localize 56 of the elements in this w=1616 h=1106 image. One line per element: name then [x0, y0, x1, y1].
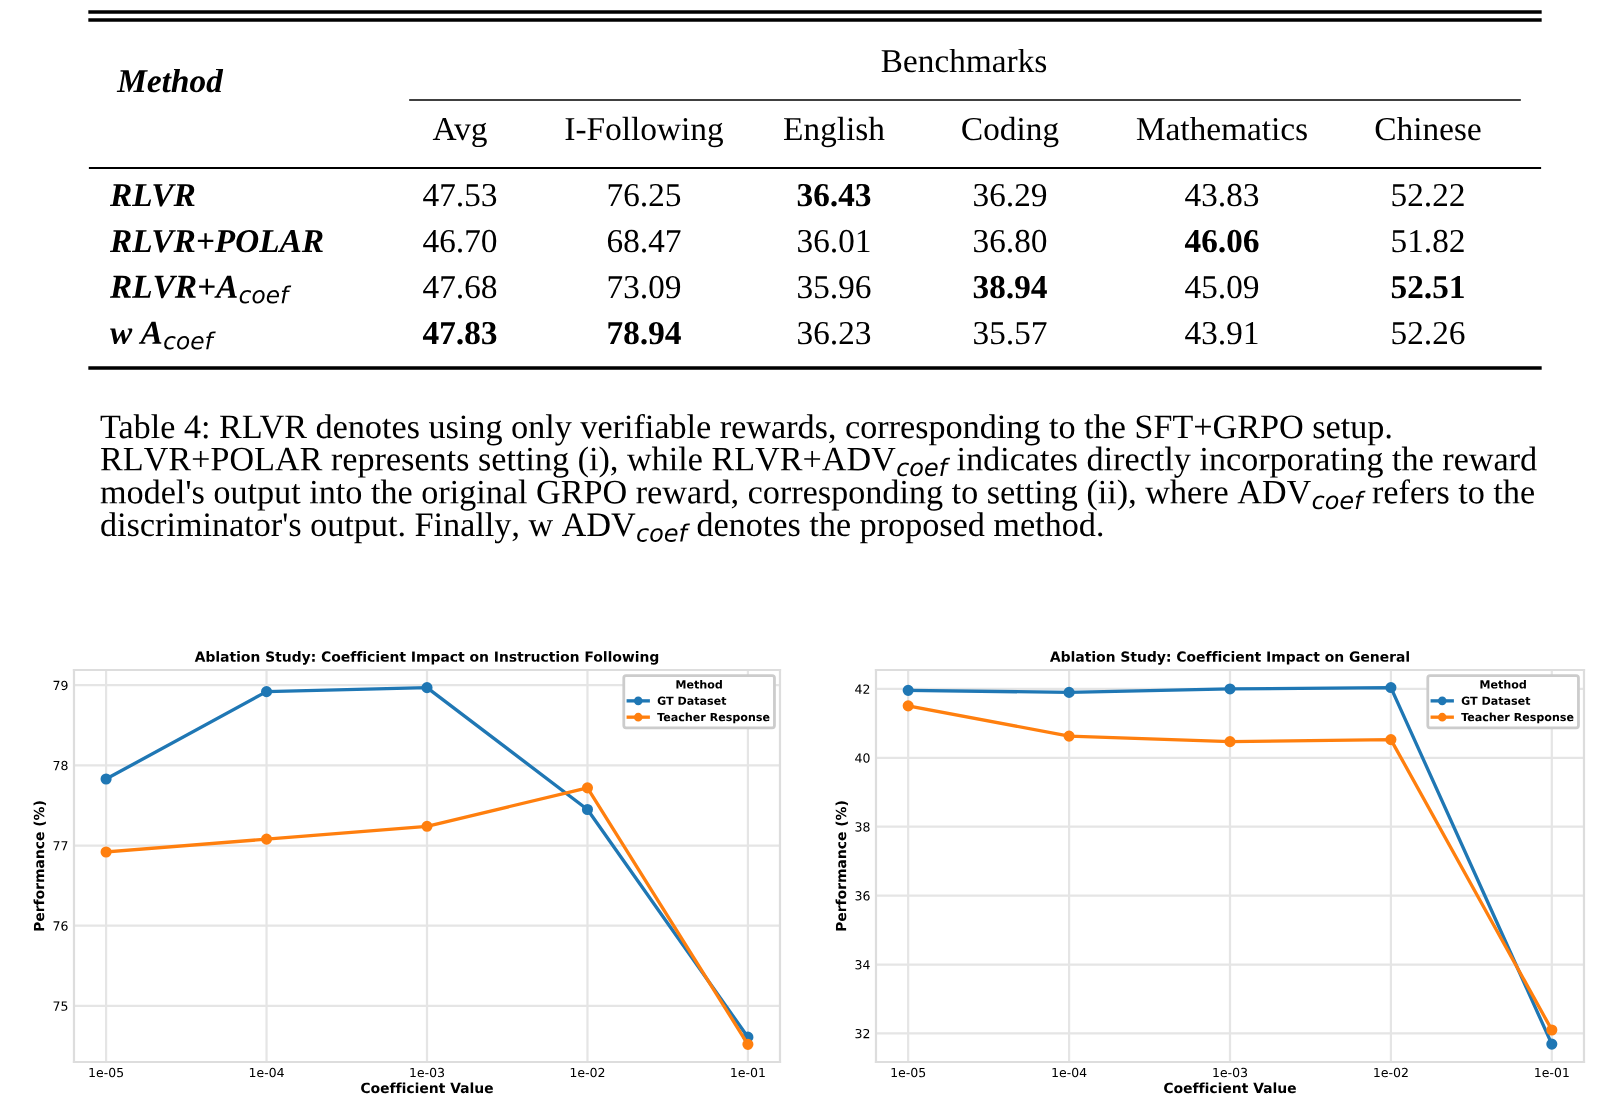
- category-label: w A$_{coef}$: [110, 321, 216, 350]
- text: 47.68: [423, 275, 497, 299]
- point: [100, 846, 112, 858]
- text: 68.47: [607, 229, 681, 253]
- point: [100, 773, 112, 785]
- point: [1063, 686, 1075, 698]
- text: Method: [116, 68, 224, 93]
- text: 43.91: [1185, 321, 1258, 345]
- point: [1546, 1038, 1558, 1050]
- category-label: English: [784, 116, 885, 148]
- category-label: RLVR+POLAR: [109, 229, 323, 253]
- point: [1224, 683, 1236, 695]
- text: 47.53: [423, 183, 497, 207]
- text: 45.09: [1185, 275, 1259, 299]
- text: 52.22: [1392, 183, 1464, 207]
- text: 73.09: [608, 275, 681, 299]
- text: 46.70: [423, 229, 497, 253]
- text: 47.83: [422, 321, 497, 345]
- point: [421, 820, 433, 832]
- text: 35.96: [798, 275, 871, 299]
- category-label: RLVR: [109, 184, 195, 207]
- text: 52.26: [1392, 321, 1465, 345]
- point: [1385, 682, 1397, 694]
- category-label: RLVR+A$_{coef}$: [109, 275, 292, 304]
- point: [421, 682, 433, 694]
- text: 76.25: [608, 183, 681, 207]
- text: 36.23: [798, 321, 871, 345]
- text: Benchmarks: [881, 48, 1047, 73]
- text: 51.82: [1392, 229, 1464, 253]
- point: [1546, 1024, 1558, 1036]
- text: 36.01: [798, 229, 870, 253]
- point: [742, 1038, 754, 1050]
- point: [260, 686, 273, 698]
- point: [260, 833, 273, 845]
- category-label: Avg: [432, 117, 487, 148]
- text: 36.43: [797, 183, 871, 207]
- text: 43.83: [1185, 183, 1259, 207]
- text: 78.94: [608, 321, 681, 345]
- category-label: Mathematics: [1136, 116, 1307, 141]
- text: 36.80: [974, 229, 1047, 253]
- category-label: Coding: [962, 116, 1059, 148]
- point: [902, 700, 914, 712]
- point: [1063, 730, 1075, 742]
- text: 46.06: [1184, 229, 1259, 253]
- point: [1385, 734, 1397, 746]
- text: 35.57: [974, 321, 1047, 345]
- text: 36.29: [974, 183, 1047, 207]
- category-label: I-Following: [565, 116, 723, 148]
- point: [1224, 736, 1236, 748]
- text: 52.51: [1391, 275, 1464, 299]
- category-label: Chinese: [1375, 116, 1481, 141]
- point: [902, 684, 914, 696]
- point: [581, 782, 594, 794]
- point: [581, 803, 594, 816]
- text: Table 4: RLVR denotes using only verifiable rewards, corresponding to the SFT+GRPO setup. RLVR+POLAR represents setting (i), while RLVR+ADV$_{coef}$ indicates directly incorporating the reward model's output into the original GRPO reward, corresponding to setting (ii), where ADV$_{coef}$ refers to the discriminator's output. Finally, w ADV$_{coef}$ denotes the proposed method.: [100, 414, 1537, 544]
- text: 38.94: [973, 275, 1047, 299]
